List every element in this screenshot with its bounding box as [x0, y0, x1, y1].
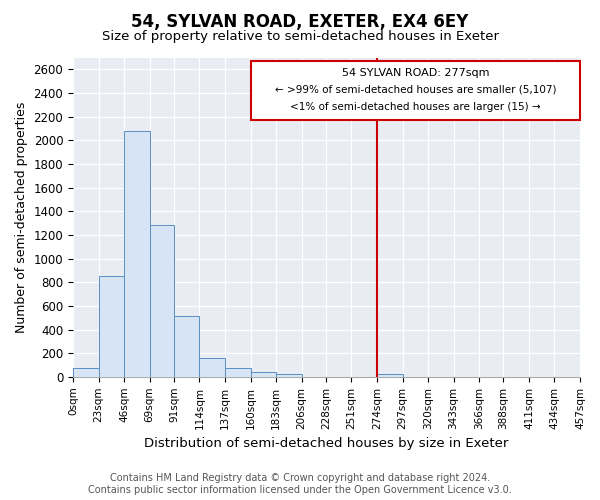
Bar	[124, 132, 149, 377]
Bar	[199, 358, 225, 377]
Text: Size of property relative to semi-detached houses in Exeter: Size of property relative to semi-detach…	[101, 30, 499, 43]
Bar	[174, 316, 199, 377]
Bar	[149, 225, 174, 377]
Bar	[225, 368, 251, 377]
X-axis label: Distribution of semi-detached houses by size in Exeter: Distribution of semi-detached houses by …	[145, 437, 509, 450]
Text: 54 SYLVAN ROAD: 277sqm: 54 SYLVAN ROAD: 277sqm	[341, 68, 489, 78]
FancyBboxPatch shape	[251, 61, 580, 120]
Text: Contains HM Land Registry data © Crown copyright and database right 2024.
Contai: Contains HM Land Registry data © Crown c…	[88, 474, 512, 495]
Bar	[377, 374, 403, 377]
Bar	[251, 372, 276, 377]
Text: 54, SYLVAN ROAD, EXETER, EX4 6EY: 54, SYLVAN ROAD, EXETER, EX4 6EY	[131, 12, 469, 30]
Bar	[73, 368, 98, 377]
Text: <1% of semi-detached houses are larger (15) →: <1% of semi-detached houses are larger (…	[290, 102, 541, 112]
Text: ← >99% of semi-detached houses are smaller (5,107): ← >99% of semi-detached houses are small…	[275, 84, 556, 94]
Bar	[276, 374, 302, 377]
Y-axis label: Number of semi-detached properties: Number of semi-detached properties	[15, 102, 28, 333]
Bar	[98, 276, 124, 377]
